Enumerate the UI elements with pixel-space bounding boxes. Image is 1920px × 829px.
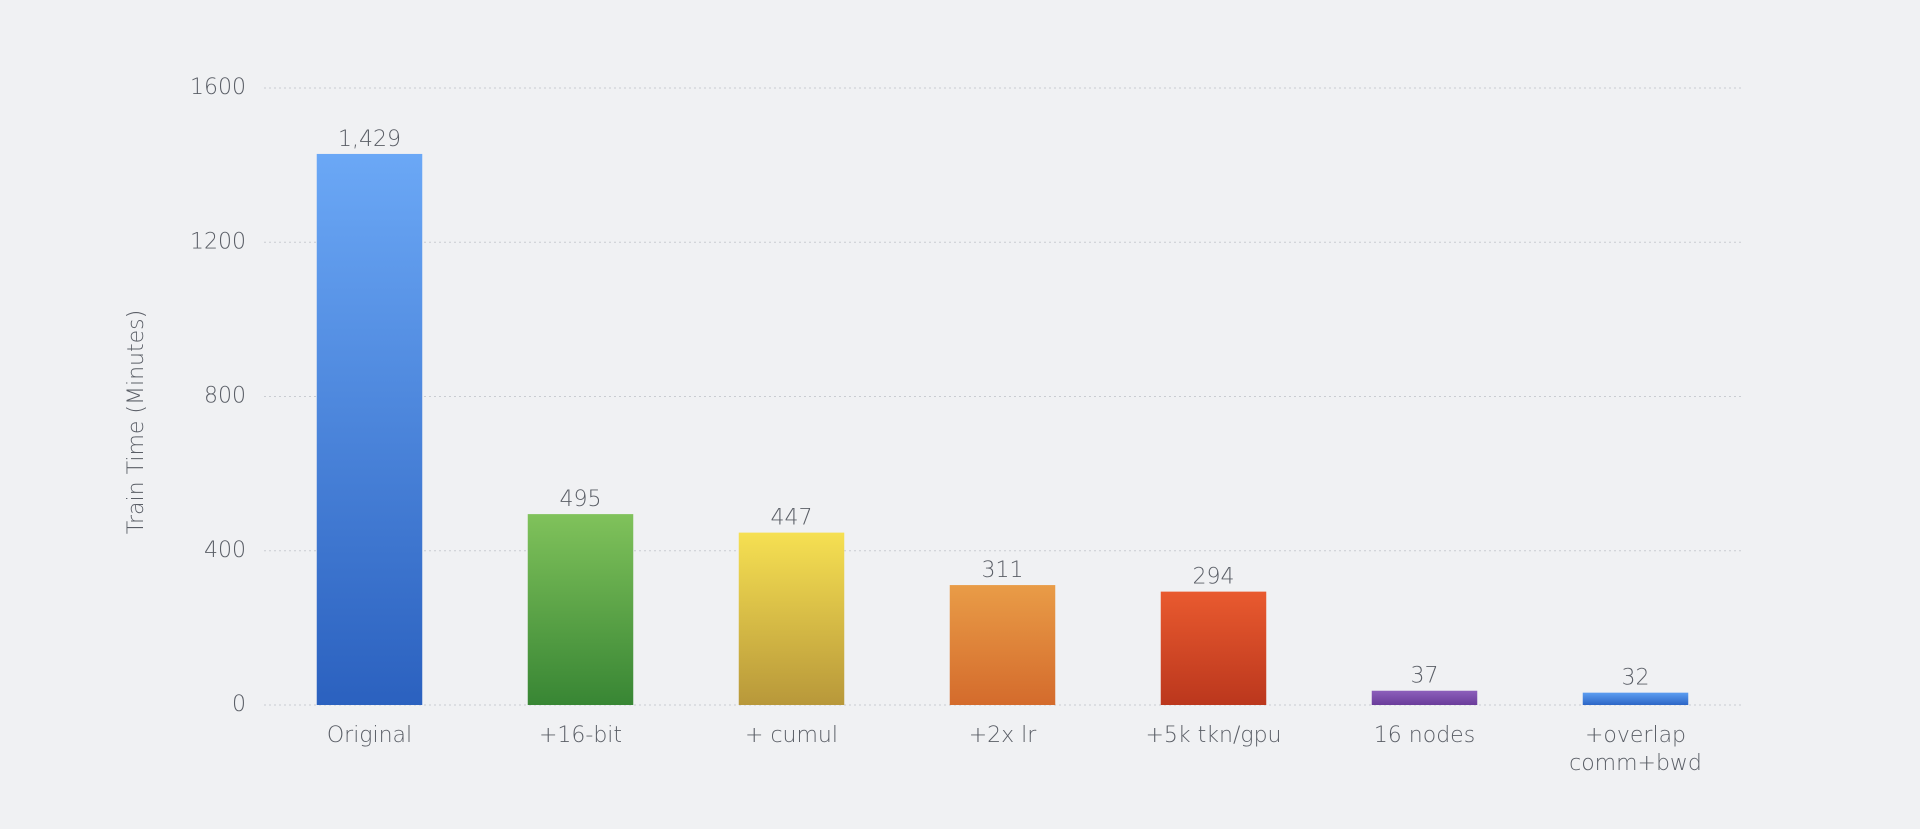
x-tick-label: +5k tkn/gpu xyxy=(1146,723,1282,748)
y-axis-label: Train Time (Minutes) xyxy=(124,310,149,534)
value-label: 294 xyxy=(1193,565,1235,590)
x-tick-label: +16-bit xyxy=(539,723,622,748)
y-tick-label: 400 xyxy=(204,538,246,563)
y-tick-label: 1200 xyxy=(190,229,246,254)
value-label: 495 xyxy=(560,487,602,512)
x-tick-label: 16 nodes xyxy=(1374,723,1475,748)
value-label: 311 xyxy=(982,558,1024,583)
y-tick-label: 0 xyxy=(232,692,246,717)
x-tick-label: +overlap comm+bwd xyxy=(1569,723,1702,776)
x-tick-label: Original xyxy=(327,723,412,748)
x-tick-label: +2x lr xyxy=(969,723,1038,748)
bar xyxy=(316,153,423,705)
bar xyxy=(1160,591,1267,705)
bar xyxy=(1371,690,1478,705)
value-label: 447 xyxy=(771,506,813,531)
y-tick-label: 800 xyxy=(204,384,246,409)
value-label: 37 xyxy=(1411,664,1439,689)
value-label: 32 xyxy=(1622,666,1650,691)
value-label: 1,429 xyxy=(338,127,401,152)
bar xyxy=(1582,692,1689,705)
bar xyxy=(949,585,1056,705)
bar xyxy=(738,532,845,705)
bar xyxy=(527,514,634,705)
y-tick-label: 1600 xyxy=(190,75,246,100)
x-tick-label: + cumul xyxy=(745,723,838,748)
